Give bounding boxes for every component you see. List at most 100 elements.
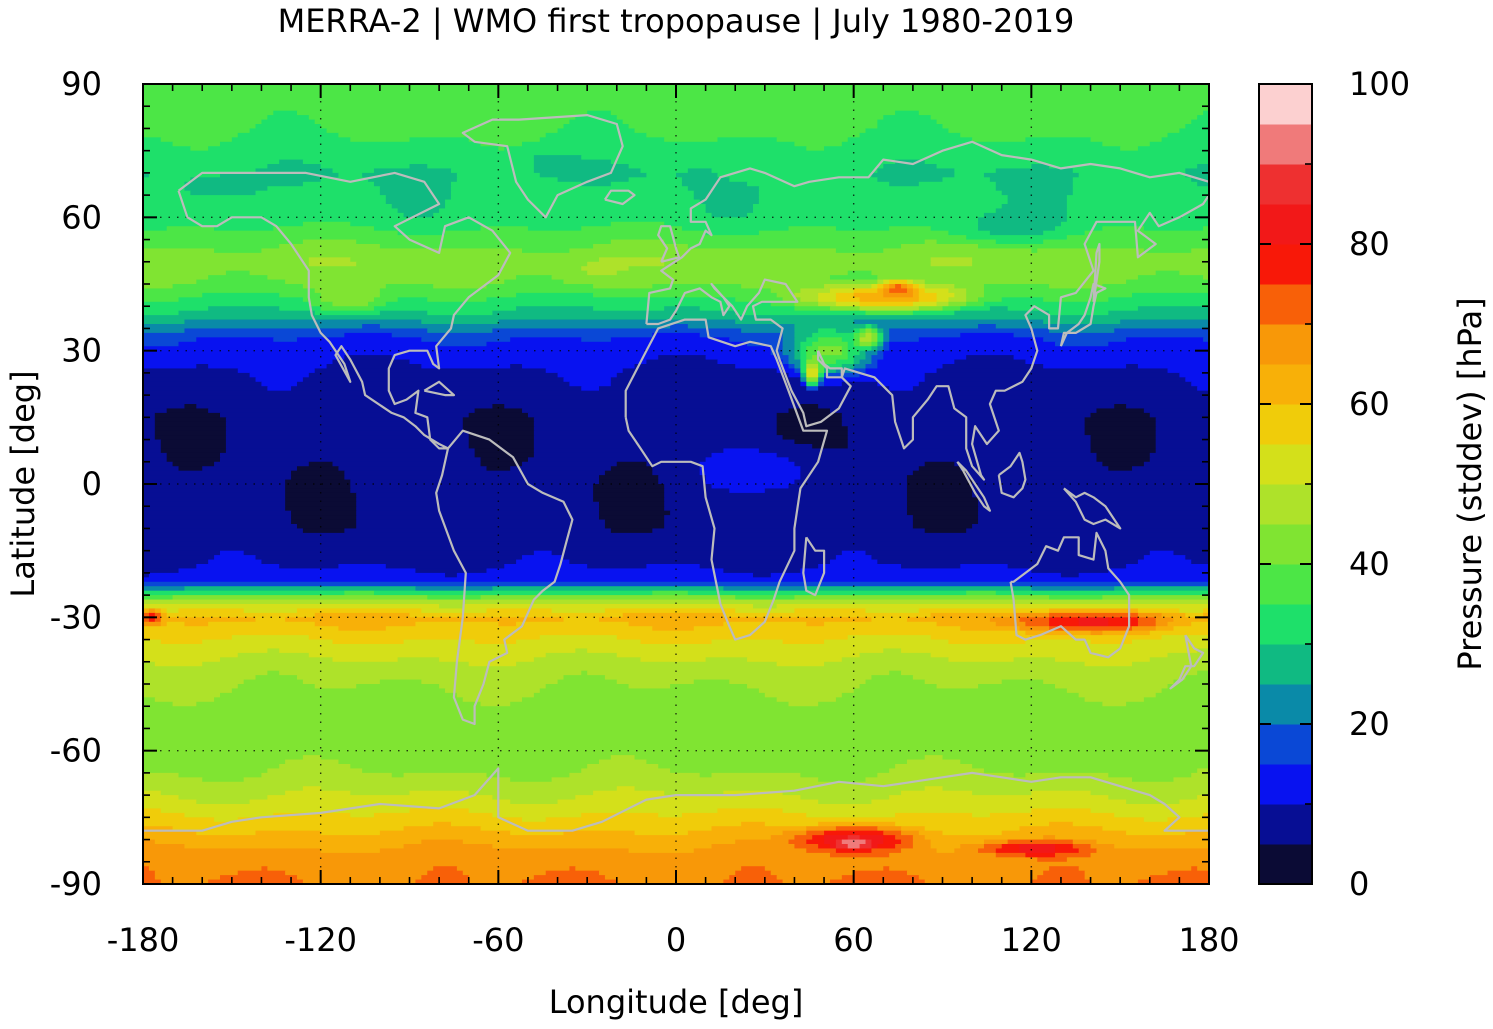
field-cell [978,515,1209,521]
field-cell [1161,612,1186,618]
field-cell [350,812,375,818]
field-cell [492,812,582,818]
field-cell [723,586,807,592]
field-cell [308,372,559,378]
field-cell [895,812,973,818]
field-cell [1102,461,1145,467]
field-cell [794,844,819,850]
field-cell [794,595,1050,601]
field-cell [1049,821,1074,827]
field-cell [652,626,695,632]
field-cell [581,386,600,392]
field-cell [794,328,819,334]
field-cell [143,208,399,214]
field-cell [208,879,304,884]
field-cell [1132,661,1209,667]
field-cell [504,146,807,152]
field-cell [143,812,186,818]
field-cell [889,866,1050,872]
field-cell [160,617,257,623]
field-cell [160,879,209,884]
field-cell [1155,617,1175,623]
field-cell [143,732,1209,738]
field-cell [599,479,659,485]
field-cell [143,466,180,472]
field-cell [522,248,570,254]
field-cell [889,768,985,774]
field-cell [782,337,796,343]
field-cell [296,466,340,472]
field-cell [865,324,873,330]
field-cell [314,612,411,618]
field-cell [143,670,268,676]
field-cell [1078,692,1157,698]
field-cell [143,377,257,383]
field-cell [901,564,961,570]
field-cell [1203,275,1209,281]
field-cell [261,866,268,872]
field-cell [758,688,855,694]
field-cell [510,364,523,370]
colorbar-tick-label: 60 [1349,385,1390,423]
field-cell [794,292,819,298]
field-cell [143,435,156,441]
field-cell [883,341,890,347]
field-cell [427,310,494,316]
field-cell [593,790,665,796]
field-cell [551,275,831,281]
field-cell [539,635,618,641]
field-cell [871,675,914,681]
field-cell [1049,310,1109,316]
field-cell [1167,132,1209,138]
field-cell [877,328,884,334]
field-cell [1019,626,1050,632]
field-cell [818,386,890,392]
field-cell [569,866,576,872]
coastlines [143,114,1209,832]
field-cell [800,466,920,472]
field-cell [522,408,790,414]
field-cell [1191,772,1209,778]
field-cell [581,812,659,818]
field-cell [143,666,1209,672]
field-cell [1078,172,1186,178]
field-cell [267,115,310,121]
field-cell [788,457,1098,463]
field-cell [551,608,606,614]
field-cell [1126,799,1180,805]
field-cell [983,172,1080,178]
field-cell [143,830,197,836]
field-cell [456,866,570,872]
field-cell [634,786,926,792]
field-cell [143,404,186,410]
field-cell [1197,386,1209,392]
field-cell [160,639,203,645]
field-cell [747,212,985,218]
field-cell [901,839,914,845]
field-cell [397,657,440,663]
colorbar-swatch [1259,244,1312,285]
field-cell [628,848,695,854]
field-cell [1078,572,1209,578]
field-cell [800,470,914,476]
field-cell [1001,844,1021,850]
field-cell [972,524,1209,530]
field-cell [219,657,334,663]
field-cell [960,759,1209,765]
field-cell [983,288,1209,294]
coastline [645,140,1209,325]
field-cell [1126,279,1209,285]
field-cell [143,212,405,218]
field-cell [877,119,938,125]
field-cell [741,284,825,290]
field-cell [871,355,884,361]
field-cell [143,128,251,134]
field-cell [302,679,381,685]
field-cell [504,404,801,410]
field-cell [711,484,790,490]
field-cell [806,826,837,832]
field-cell [966,235,1068,241]
x-tick-label: 0 [666,921,686,959]
field-cell [575,648,588,654]
field-cell [593,484,665,490]
